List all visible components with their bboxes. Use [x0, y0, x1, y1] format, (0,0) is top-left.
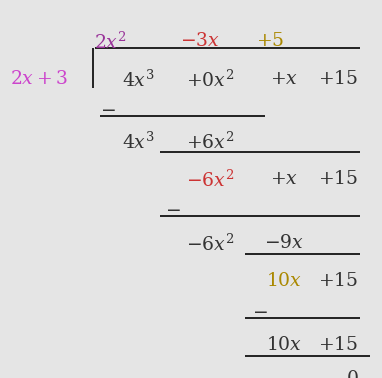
Text: $4x^3$: $4x^3$ — [121, 70, 154, 91]
Text: $-$: $-$ — [165, 200, 181, 218]
Text: $-6x^2$: $-6x^2$ — [186, 234, 234, 255]
Text: $10x$: $10x$ — [266, 272, 302, 290]
Text: $+15$: $+15$ — [318, 272, 358, 290]
Text: $+0x^2$: $+0x^2$ — [186, 70, 234, 91]
Text: $2x + 3$: $2x + 3$ — [10, 70, 68, 88]
Text: $+15$: $+15$ — [318, 170, 358, 188]
Text: $+x$: $+x$ — [270, 170, 298, 188]
Text: $0$: $0$ — [346, 370, 358, 378]
Text: $+15$: $+15$ — [318, 336, 358, 354]
Text: $+5$: $+5$ — [256, 32, 284, 50]
Text: $-6x^2$: $-6x^2$ — [186, 170, 234, 191]
Text: $-$: $-$ — [252, 302, 268, 320]
Text: $+6x^2$: $+6x^2$ — [186, 132, 234, 153]
Text: $2x^2$: $2x^2$ — [94, 32, 126, 53]
Text: $4x^3$: $4x^3$ — [121, 132, 154, 153]
Text: $-9x$: $-9x$ — [264, 234, 304, 252]
Text: $-3x$: $-3x$ — [180, 32, 220, 50]
Text: $10x$: $10x$ — [266, 336, 302, 354]
Text: $+15$: $+15$ — [318, 70, 358, 88]
Text: $+x$: $+x$ — [270, 70, 298, 88]
Text: $-$: $-$ — [100, 100, 116, 118]
